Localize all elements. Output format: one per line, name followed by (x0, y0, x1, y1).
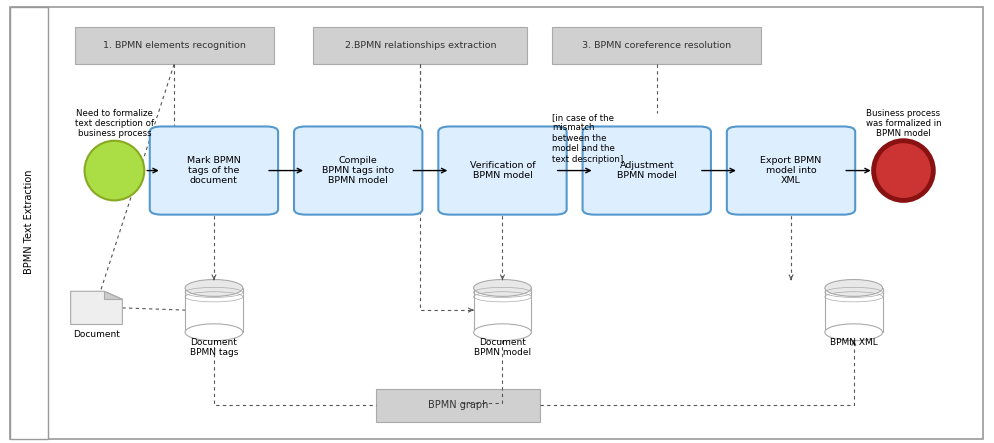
FancyBboxPatch shape (149, 127, 277, 215)
FancyBboxPatch shape (313, 27, 527, 64)
Text: 2.BPMN relationships extraction: 2.BPMN relationships extraction (344, 41, 496, 50)
Polygon shape (71, 291, 122, 324)
Text: BPMN Text Extraction: BPMN Text Extraction (24, 169, 34, 274)
Text: Export BPMN
model into
XML: Export BPMN model into XML (759, 155, 821, 186)
Ellipse shape (185, 280, 243, 296)
FancyBboxPatch shape (437, 127, 567, 215)
Ellipse shape (473, 324, 531, 341)
Text: 3. BPMN coreference resolution: 3. BPMN coreference resolution (581, 41, 731, 50)
FancyBboxPatch shape (185, 288, 243, 332)
FancyBboxPatch shape (726, 127, 855, 215)
FancyBboxPatch shape (75, 27, 273, 64)
Ellipse shape (84, 141, 144, 200)
FancyBboxPatch shape (582, 127, 710, 215)
Text: Document
BPMN model: Document BPMN model (473, 338, 531, 357)
Polygon shape (104, 291, 122, 299)
Text: Business process
was formalized in
BPMN model: Business process was formalized in BPMN … (865, 109, 940, 139)
Text: Adjustment
BPMN model: Adjustment BPMN model (616, 161, 676, 180)
Ellipse shape (824, 324, 882, 341)
Ellipse shape (824, 280, 882, 296)
Text: Document: Document (73, 330, 120, 339)
Text: Compile
BPMN tags into
BPMN model: Compile BPMN tags into BPMN model (322, 155, 394, 186)
Ellipse shape (473, 280, 531, 296)
Text: Mark BPMN
tags of the
document: Mark BPMN tags of the document (187, 155, 241, 186)
FancyBboxPatch shape (473, 288, 531, 332)
Text: BPMN XML: BPMN XML (829, 338, 877, 346)
FancyBboxPatch shape (10, 7, 982, 439)
FancyBboxPatch shape (10, 7, 48, 439)
Text: Document
BPMN tags: Document BPMN tags (190, 338, 238, 357)
Text: Verification of
BPMN model: Verification of BPMN model (469, 161, 535, 180)
Ellipse shape (185, 324, 243, 341)
Text: BPMN graph: BPMN graph (427, 400, 487, 410)
Text: Need to formalize
text description of
business process: Need to formalize text description of bu… (75, 109, 154, 139)
FancyBboxPatch shape (294, 127, 421, 215)
Ellipse shape (873, 141, 932, 200)
Text: 1. BPMN elements recognition: 1. BPMN elements recognition (102, 41, 246, 50)
Text: [in case of the
mismatch
between the
model and the
text description]: [in case of the mismatch between the mod… (552, 113, 623, 163)
FancyBboxPatch shape (824, 288, 882, 332)
FancyBboxPatch shape (552, 27, 760, 64)
FancyBboxPatch shape (376, 389, 539, 422)
